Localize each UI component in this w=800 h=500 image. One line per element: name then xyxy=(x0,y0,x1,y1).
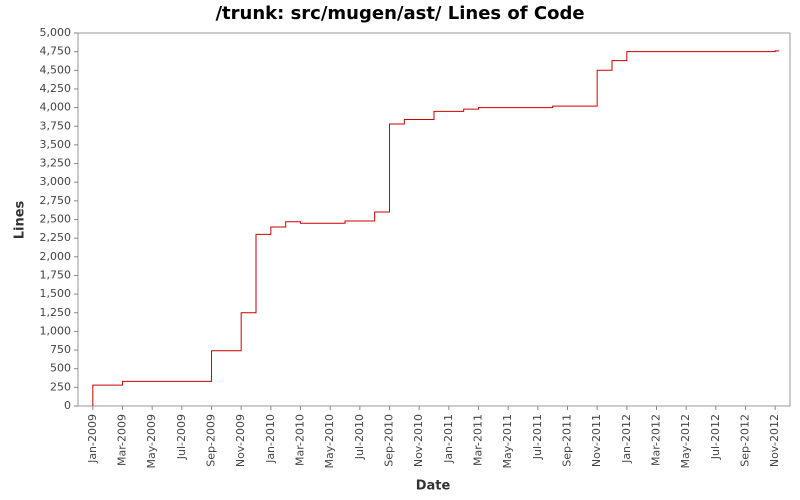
y-tick-label: 5,000 xyxy=(40,26,72,39)
y-tick-label: 4,000 xyxy=(40,101,72,114)
y-tick-label: 2,250 xyxy=(40,231,72,244)
y-tick-label: 4,250 xyxy=(40,82,72,95)
x-tick-label: Jul-2011 xyxy=(531,414,544,460)
y-tick-label: 3,500 xyxy=(40,138,72,151)
x-tick-label: May-2012 xyxy=(679,414,692,469)
y-tick-label: 2,000 xyxy=(40,250,72,263)
x-tick-label: Jan-2011 xyxy=(442,414,455,464)
x-tick-label: Jul-2012 xyxy=(709,414,722,460)
x-tick-label: Nov-2009 xyxy=(234,414,247,467)
x-axis-label: Date xyxy=(416,479,451,494)
y-tick-label: 0 xyxy=(64,399,71,412)
y-tick-label: 500 xyxy=(50,362,71,375)
x-tick-label: Jul-2010 xyxy=(353,414,366,460)
x-tick-label: May-2009 xyxy=(145,414,158,469)
x-tick-label: Nov-2011 xyxy=(590,414,603,467)
y-tick-label: 1,000 xyxy=(40,324,72,337)
x-tick-label: Mar-2010 xyxy=(294,414,307,466)
chart-title: /trunk: src/mugen/ast/ Lines of Code xyxy=(215,3,584,24)
y-tick-label: 1,500 xyxy=(40,287,72,300)
x-tick-label: Nov-2012 xyxy=(768,414,781,467)
y-tick-label: 2,750 xyxy=(40,194,72,207)
y-tick-label: 3,250 xyxy=(40,157,72,170)
x-tick-label: Jan-2009 xyxy=(86,414,99,464)
x-tick-label: Sep-2010 xyxy=(383,414,396,467)
y-tick-label: 750 xyxy=(50,343,71,356)
y-tick-label: 3,000 xyxy=(40,175,72,188)
x-tick-label: Mar-2009 xyxy=(116,414,129,466)
y-tick-label: 2,500 xyxy=(40,213,72,226)
y-tick-label: 250 xyxy=(50,380,71,393)
x-tick-label: Sep-2012 xyxy=(739,414,752,467)
y-tick-label: 1,750 xyxy=(40,268,72,281)
x-tick-label: Sep-2009 xyxy=(205,414,218,467)
y-tick-label: 3,750 xyxy=(40,119,72,132)
x-tick-label: Mar-2012 xyxy=(650,414,663,466)
x-tick-label: May-2010 xyxy=(323,414,336,469)
y-tick-label: 1,250 xyxy=(40,306,72,319)
line xyxy=(92,50,780,406)
x-tick-label: Jul-2009 xyxy=(175,414,188,460)
x-tick-label: Jan-2012 xyxy=(620,414,633,464)
x-tick-label: Mar-2011 xyxy=(472,414,485,466)
y-axis-label: Lines xyxy=(13,200,28,239)
y-tick-label: 4,500 xyxy=(40,63,72,76)
x-tick-label: Nov-2010 xyxy=(412,414,425,467)
y-tick-label: 4,750 xyxy=(40,45,72,58)
x-tick-label: Jan-2010 xyxy=(264,414,277,464)
x-tick-label: May-2011 xyxy=(501,414,514,469)
x-tick-label: Sep-2011 xyxy=(561,414,574,467)
